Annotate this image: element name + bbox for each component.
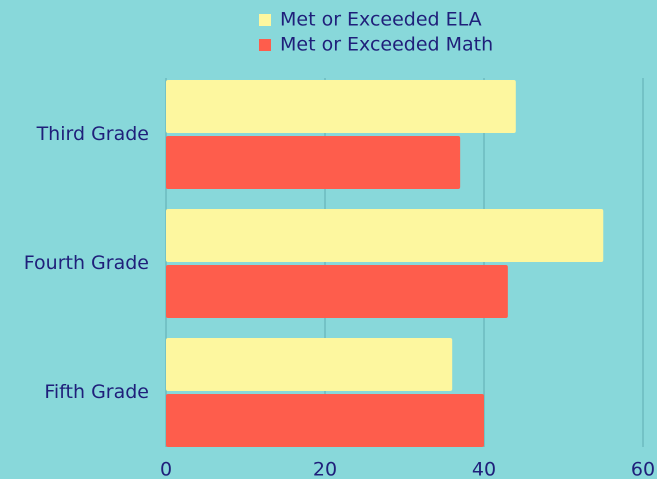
legend: Met or Exceeded ELA Met or Exceeded Math: [259, 9, 493, 56]
bar-fifth-grade-series-1: [166, 338, 453, 391]
legend-swatch-2: [259, 39, 271, 51]
bar-third-grade-series-2: [166, 136, 461, 189]
x-tick-label: 40: [472, 459, 496, 479]
x-axis-tick-labels: 0 20 40 60: [160, 459, 655, 479]
bar-fourth-grade-series-2: [166, 265, 508, 318]
category-labels: Third Grade Fourth Grade Fifth Grade: [24, 123, 149, 403]
category-label: Fourth Grade: [24, 252, 149, 274]
bar-third-grade-series-1: [166, 80, 516, 133]
x-tick-label: 0: [160, 459, 172, 479]
bar-fifth-grade-series-2: [166, 394, 484, 447]
legend-label-1: Met or Exceeded ELA: [280, 9, 482, 31]
bars: [166, 80, 604, 447]
legend-swatch-1: [259, 14, 271, 26]
legend-label-2: Met or Exceeded Math: [280, 34, 493, 56]
x-tick-label: 60: [631, 459, 655, 479]
category-label: Third Grade: [36, 123, 149, 145]
category-label: Fifth Grade: [44, 381, 149, 403]
bar-fourth-grade-series-1: [166, 209, 604, 262]
x-tick-label: 20: [313, 459, 337, 479]
